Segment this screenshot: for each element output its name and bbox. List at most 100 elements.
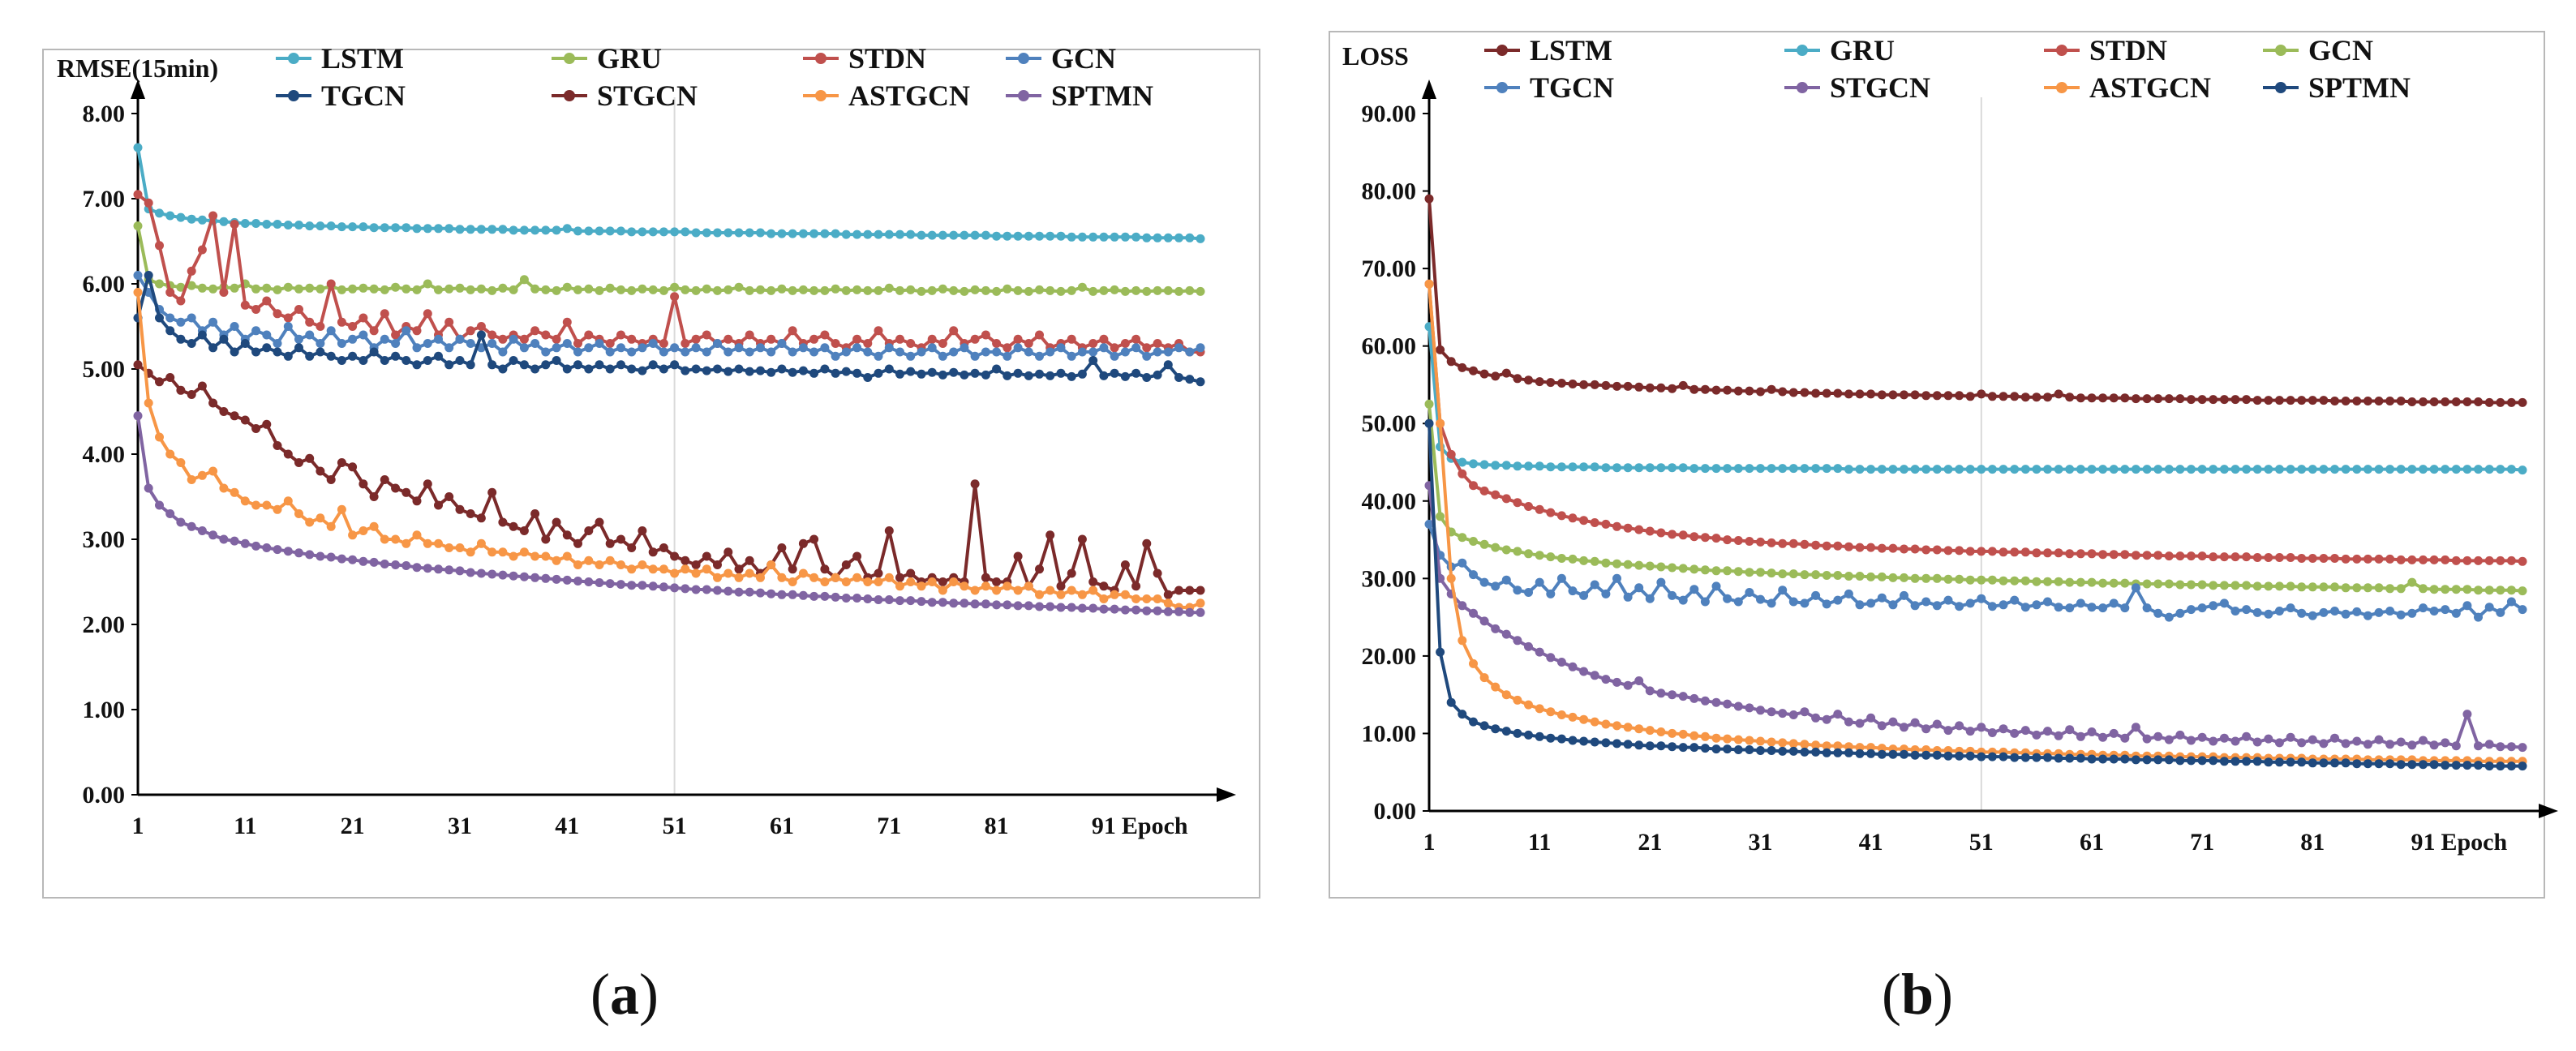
chart-a-point-stdn — [552, 334, 561, 344]
chart-a-point-gcn — [337, 339, 346, 348]
chart-a-point-tgcn — [874, 368, 883, 378]
chart-a-point-tgcn — [1077, 369, 1087, 379]
chart-a-point-astgcn — [412, 530, 422, 540]
chart-a-point-stdn — [680, 339, 690, 348]
chart-a-point-gru — [509, 285, 518, 294]
chart-a-point-gcn — [519, 343, 529, 353]
chart-a-point-tgcn — [949, 367, 959, 377]
chart-a-point-astgcn — [766, 560, 776, 569]
chart-a-point-tgcn — [1002, 371, 1012, 380]
chart-a-point-astgcn — [562, 551, 572, 561]
chart-a-point-lstm — [519, 225, 529, 235]
chart-a-point-stgcn — [1056, 581, 1066, 591]
chart-a-point-gcn — [831, 351, 840, 361]
chart-a-point-sptmn — [1045, 602, 1055, 611]
chart-a-point-tgcn — [670, 360, 680, 370]
chart-a-point-astgcn — [423, 538, 432, 548]
chart-a-point-stdn — [659, 339, 668, 348]
chart-a-point-stgcn — [1067, 568, 1076, 578]
chart-a-point-astgcn — [691, 568, 701, 578]
chart-a-series-astgcn — [133, 288, 1205, 612]
chart-a-point-tgcn — [734, 364, 744, 374]
chart-a-point-gru — [1035, 285, 1044, 294]
chart-a-point-sptmn — [884, 595, 894, 604]
chart-a-legend-item-lstm: LSTM — [276, 42, 404, 75]
chart-a-point-lstm — [155, 208, 164, 218]
chart-a-point-sptmn — [144, 483, 153, 493]
chart-a-point-sptmn — [595, 578, 604, 587]
chart-a-point-tgcn — [230, 347, 239, 357]
chart-a-point-astgcn — [498, 547, 508, 557]
chart-a-point-gcn — [659, 347, 668, 357]
chart-a-point-gcn — [970, 351, 980, 361]
chart-a-point-tgcn — [1024, 371, 1033, 380]
chart-a-point-sptmn — [917, 597, 926, 607]
chart-a-point-sptmn — [240, 538, 250, 548]
chart-a-point-gru — [423, 279, 432, 289]
chart-a-point-stgcn — [165, 373, 175, 382]
chart-a-point-gcn — [423, 339, 432, 348]
chart-a-point-stgcn — [337, 458, 346, 467]
chart-a-point-tgcn — [391, 351, 401, 361]
chart-a-point-stgcn — [777, 543, 787, 552]
chart-a-point-gru — [1013, 285, 1023, 295]
chart-a-legend-marker — [288, 53, 299, 64]
chart-a-xtick-label: 51 — [663, 813, 687, 839]
chart-a-point-astgcn — [670, 568, 680, 578]
chart-a-point-sptmn — [670, 583, 680, 593]
chart-a-point-stgcn — [895, 573, 904, 582]
chart-a-point-stdn — [337, 317, 346, 327]
chart-a-point-gcn — [1024, 347, 1033, 357]
chart-a-point-stdn — [895, 334, 904, 344]
chart-a-point-stdn — [949, 326, 959, 336]
chart-a-point-stdn — [326, 279, 336, 289]
chart-a-point-lstm — [305, 221, 315, 231]
chart-a-point-stdn — [444, 317, 454, 327]
chart-a-point-gcn — [1110, 351, 1119, 361]
chart-a-point-sptmn — [1002, 600, 1012, 610]
chart-a-point-sptmn — [638, 581, 647, 590]
chart-a-point-sptmn — [305, 550, 315, 560]
chart-a-point-stdn — [1110, 343, 1119, 353]
chart-a-ytick-label: 1.00 — [83, 697, 126, 723]
chart-a-point-stdn — [970, 334, 980, 344]
chart-a-point-gru — [455, 283, 465, 293]
chart-a-point-tgcn — [981, 370, 990, 380]
chart-a-point-astgcn — [809, 573, 819, 582]
chart-a-point-sptmn — [155, 500, 164, 510]
chart-a-point-gcn — [1153, 347, 1162, 357]
chart-a-line-lstm — [136, 147, 1201, 241]
chart-a-point-stdn — [294, 305, 303, 314]
chart-a-point-gcn — [820, 343, 830, 353]
chart-a-point-sptmn — [519, 572, 529, 581]
chart-a-point-lstm — [917, 230, 926, 240]
chart-a-point-stgcn — [788, 564, 797, 574]
chart-a-point-astgcn — [1163, 598, 1173, 608]
chart-a-point-sptmn — [466, 568, 475, 577]
chart-a-point-stgcn — [981, 573, 990, 582]
chart-a-point-lstm — [562, 224, 572, 234]
chart-a-point-tgcn — [562, 364, 572, 374]
chart-a-point-sptmn — [895, 596, 904, 606]
chart-a-point-stdn — [1013, 334, 1023, 344]
chart-a-point-stdn — [476, 322, 486, 331]
chart-a-point-stgcn — [358, 479, 368, 489]
chart-a-point-gcn — [756, 343, 765, 353]
chart-a-point-tgcn — [380, 356, 389, 365]
chart-a-point-sptmn — [584, 577, 594, 586]
chart-a-point-stdn — [176, 296, 186, 306]
chart-a-point-sptmn — [627, 581, 637, 590]
chart-a-xtick-label: 31 — [448, 813, 472, 839]
chart-a-point-lstm — [841, 230, 851, 239]
chart-a-point-astgcn — [917, 581, 926, 591]
chart-a-point-gcn — [1056, 343, 1066, 353]
chart-a-point-astgcn — [509, 551, 518, 561]
chart-a-point-gcn — [1077, 347, 1087, 357]
chart-a-point-stdn — [702, 330, 711, 340]
chart-a-point-lstm — [1185, 233, 1195, 242]
chart-a-point-tgcn — [273, 347, 282, 357]
chart-a-point-gru — [562, 282, 572, 292]
chart-a-point-gcn — [1035, 351, 1044, 361]
chart-a-point-gcn — [1163, 347, 1173, 357]
chart-a-point-gru — [960, 286, 969, 296]
